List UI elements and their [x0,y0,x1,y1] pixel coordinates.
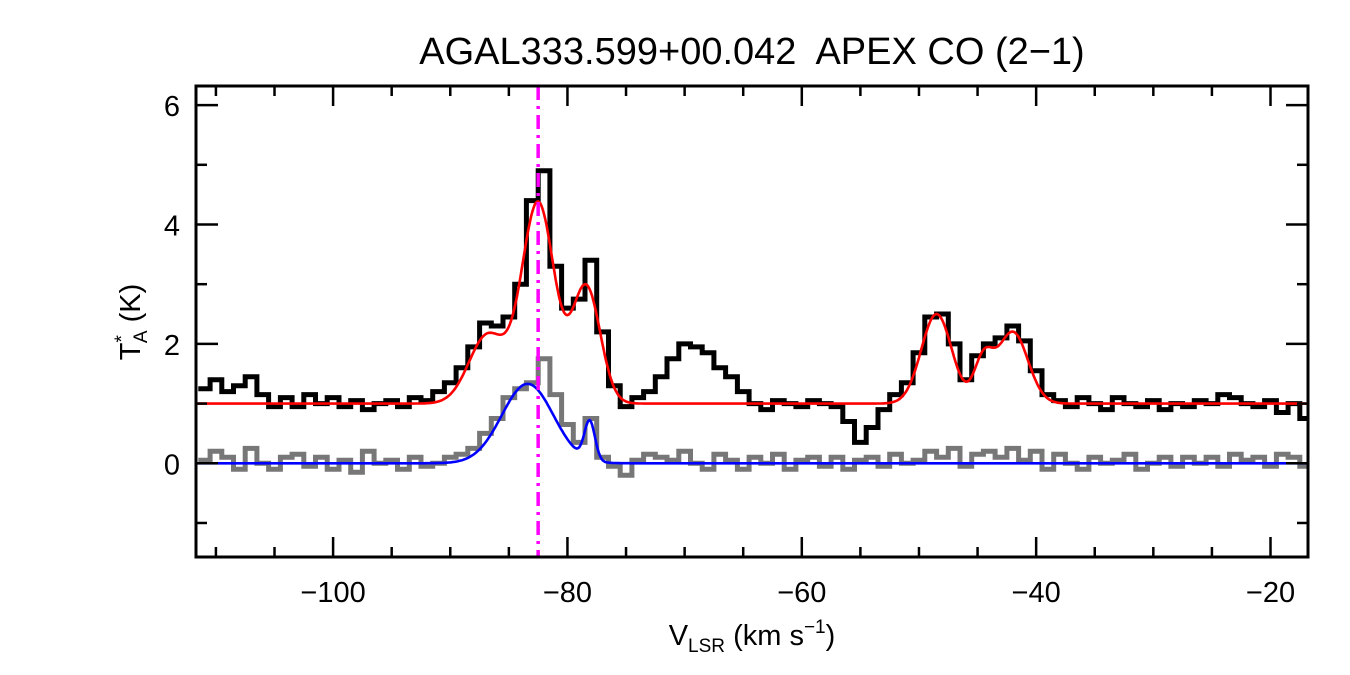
y-tick-label: 6 [164,91,180,123]
y-label-rest: (K) [115,284,147,331]
axis-ticks: −100 −80 −60 −40 −20 0 2 4 6 [164,86,1308,609]
x-axis-label: VLSR (km s−1) [669,617,836,657]
x-label-main: V [669,620,689,652]
red-fit-curve [196,200,1308,405]
blue-fit-curve [196,382,1308,465]
y-label-sup: * [112,335,133,343]
x-tick-label: −100 [300,577,365,609]
chart-title: AGAL333.599+00.042 APEX CO (2−1) [419,31,1084,73]
x-label-rest: (km s [725,620,804,652]
x-label-sup: −1 [804,617,826,638]
x-tick-label: −40 [1012,577,1061,609]
y-label-main: T [115,342,147,360]
plot-area [196,86,1308,557]
y-label-sub: A [131,330,152,343]
series-group [196,86,1308,557]
x-tick-label: −60 [777,577,826,609]
y-tick-label: 0 [164,449,180,481]
x-tick-label: −80 [543,577,592,609]
x-label-close: ) [826,620,836,652]
y-tick-label: 2 [164,330,180,362]
x-tick-label: −20 [1246,577,1295,609]
second-spectrum-histogram [198,356,1308,478]
y-tick-label: 4 [164,210,180,242]
x-label-sub: LSR [688,636,725,657]
observed-spectrum-histogram [198,168,1308,445]
plot-frame [194,84,1310,559]
y-axis-label: T*A (K) [112,284,152,361]
